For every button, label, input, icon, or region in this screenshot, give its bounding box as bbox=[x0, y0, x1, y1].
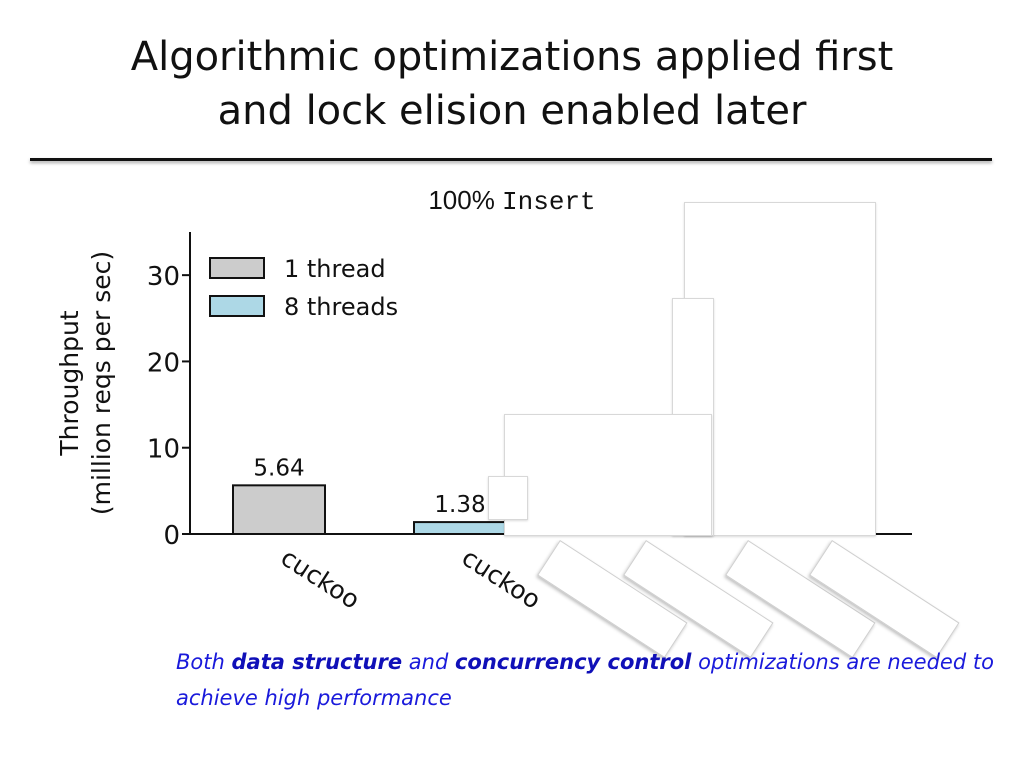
chart-title-prefix: 100% bbox=[428, 185, 495, 215]
slide-title: Algorithmic optimizations applied first … bbox=[0, 30, 1024, 138]
legend-swatch bbox=[209, 257, 265, 279]
chart-title-operation: Insert bbox=[502, 187, 596, 217]
y-axis-label-line-2: (million reqs per sec) bbox=[87, 251, 116, 515]
bar-1-thread-cuckoo bbox=[232, 484, 326, 536]
chart-title: 100% Insert bbox=[0, 185, 1024, 217]
caption-emphasis-concurrency-control: concurrency control bbox=[454, 650, 692, 674]
caption-text-3: optimizations are needed to achieve high… bbox=[176, 650, 994, 710]
slide-title-line-1: Algorithmic optimizations applied first bbox=[130, 34, 894, 80]
x-tick-label: cuckoo bbox=[276, 543, 365, 615]
caption-emphasis-data-structure: data structure bbox=[231, 650, 403, 674]
x-tick-label: cuckoo bbox=[457, 543, 546, 615]
slide-caption: Both data structure and concurrency cont… bbox=[176, 644, 996, 716]
hidden-bar-cover bbox=[684, 202, 876, 536]
caption-text-2: and bbox=[402, 650, 455, 674]
data-label: 5.64 bbox=[253, 455, 304, 481]
legend-swatch bbox=[209, 295, 265, 317]
bar-8-threads-cuckoo bbox=[413, 521, 507, 536]
hidden-bar-cover bbox=[504, 414, 712, 536]
y-tick-label: 30 bbox=[147, 262, 180, 292]
legend-entry-label: 8 threads bbox=[284, 293, 398, 321]
data-label: 1.38 bbox=[434, 492, 485, 518]
caption-text-1: Both bbox=[176, 650, 232, 674]
y-tick-label: 20 bbox=[147, 348, 180, 378]
slide-title-line-2: and lock elision enabled later bbox=[217, 88, 807, 134]
title-divider bbox=[30, 158, 992, 161]
hidden-bar-cover bbox=[488, 476, 528, 520]
y-tick-label: 10 bbox=[147, 435, 180, 465]
legend-entry-label: 1 thread bbox=[284, 255, 386, 283]
y-tick-label: 0 bbox=[163, 521, 180, 551]
y-axis-label-line-1: Throughput bbox=[55, 310, 84, 456]
